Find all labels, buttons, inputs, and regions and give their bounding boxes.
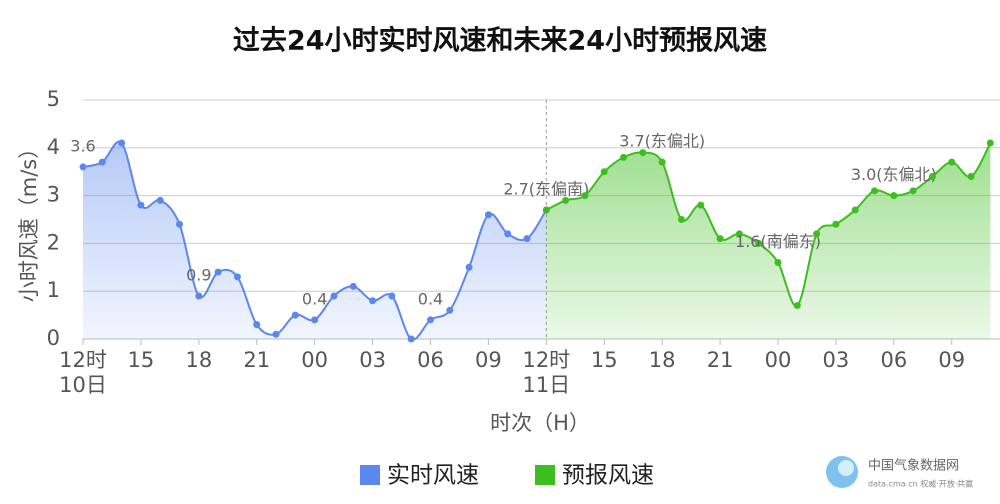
x-date-label: 11日 — [522, 373, 570, 397]
x-tick-label: 09 — [938, 348, 965, 372]
value-label: 0.4 — [418, 289, 443, 308]
point — [948, 158, 956, 166]
point — [311, 316, 319, 324]
point — [330, 292, 338, 300]
point — [813, 230, 821, 238]
point — [253, 321, 261, 329]
x-axis-label: 时次（H） — [490, 411, 590, 435]
chart-title: 过去24小时实时风速和未来24小时预报风速 — [233, 25, 767, 57]
point — [542, 206, 550, 214]
x-tick-label: 12时 — [522, 348, 570, 372]
point — [967, 172, 975, 180]
point — [137, 201, 145, 209]
y-tick-label: 2 — [47, 230, 60, 254]
value-label: 3.6 — [70, 136, 95, 155]
point — [755, 239, 763, 247]
x-tick-label: 15 — [128, 348, 155, 372]
area — [83, 141, 547, 340]
area — [546, 143, 991, 339]
point — [465, 263, 473, 271]
value-label: 3.7(东偏北) — [619, 132, 705, 151]
point — [291, 311, 299, 319]
point — [484, 211, 492, 219]
point — [639, 149, 647, 157]
logo-text: 中国气象数据网 — [868, 458, 959, 474]
x-tick-label: 06 — [880, 348, 907, 372]
x-tick-label: 03 — [359, 348, 386, 372]
point — [600, 168, 608, 176]
point — [369, 297, 377, 305]
point — [233, 273, 241, 281]
point — [581, 192, 589, 200]
x-tick-label: 18 — [185, 348, 212, 372]
x-tick-label: 21 — [243, 348, 270, 372]
point — [697, 201, 705, 209]
point — [156, 196, 164, 204]
point — [851, 206, 859, 214]
point — [793, 302, 801, 310]
point — [928, 172, 936, 180]
point — [176, 220, 184, 228]
value-label: 3.0(东偏北) — [851, 165, 937, 184]
point — [79, 163, 87, 171]
point — [871, 187, 879, 195]
x-tick-label: 18 — [649, 348, 676, 372]
y-tick-label: 4 — [47, 135, 60, 159]
y-tick-label: 0 — [47, 326, 60, 350]
point — [986, 139, 994, 147]
x-tick-label: 00 — [301, 348, 328, 372]
y-tick-label: 3 — [47, 183, 60, 207]
point — [98, 158, 106, 166]
x-tick-label: 03 — [823, 348, 850, 372]
point — [349, 282, 357, 290]
x-tick-label: 15 — [591, 348, 618, 372]
point — [407, 335, 415, 343]
point — [774, 259, 782, 267]
footer-logo: 中国气象数据网 data.cma.cn 权威·开放·共赢 — [826, 456, 973, 489]
x-tick-label: 06 — [417, 348, 444, 372]
point — [716, 235, 724, 243]
legend-swatch — [360, 465, 380, 485]
point — [523, 235, 531, 243]
y-tick-label: 1 — [47, 278, 60, 302]
y-axis-label: 小时风速（m/s） — [17, 138, 41, 302]
legend-label: 预报风速 — [562, 463, 654, 489]
value-label: 2.7(东偏南) — [503, 179, 589, 198]
point — [446, 306, 454, 314]
x-tick-label: 12时 — [59, 348, 107, 372]
logo-icon — [838, 460, 854, 476]
point — [214, 268, 222, 276]
point — [562, 196, 570, 204]
point — [832, 220, 840, 228]
logo-subtext: data.cma.cn 权威·开放·共赢 — [868, 479, 973, 489]
point — [735, 230, 743, 238]
point — [388, 292, 396, 300]
y-tick-label: 5 — [47, 87, 60, 111]
x-tick-label: 00 — [765, 348, 792, 372]
x-tick-label: 09 — [475, 348, 502, 372]
value-label: 1.6(南偏东) — [735, 232, 821, 251]
value-label: 0.4 — [302, 289, 327, 308]
point — [426, 316, 434, 324]
value-label: 0.9 — [186, 265, 211, 284]
point — [909, 187, 917, 195]
point — [118, 139, 126, 147]
point — [658, 158, 666, 166]
point — [677, 216, 685, 223]
x-date-label: 10日 — [59, 373, 107, 397]
point — [195, 292, 203, 300]
x-tick-label: 21 — [707, 348, 734, 372]
legend-label: 实时风速 — [387, 463, 479, 489]
point — [504, 230, 512, 238]
point — [620, 153, 628, 161]
legend-swatch — [535, 465, 555, 485]
point — [890, 192, 898, 200]
point — [272, 330, 280, 338]
